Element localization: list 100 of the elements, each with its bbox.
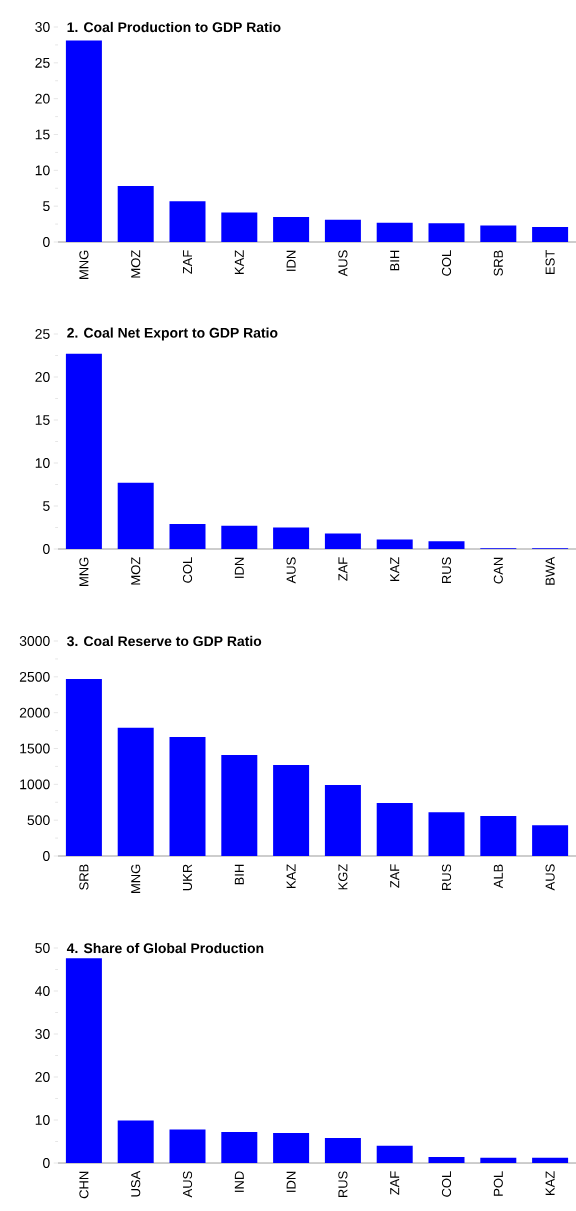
x-tick-label: KAZ	[390, 557, 400, 581]
x-tick-label: AUS	[545, 864, 555, 891]
bar	[324, 219, 361, 242]
x-tick-label: ALB	[493, 864, 503, 889]
x-tick-label: RUS	[338, 1171, 348, 1198]
bar	[428, 541, 465, 550]
bar	[428, 812, 465, 857]
y-tick-label: 3000	[19, 636, 50, 646]
bar	[376, 222, 413, 242]
x-tick-label: CAN	[493, 557, 503, 584]
bar	[273, 1132, 310, 1164]
bar	[376, 539, 413, 550]
bar	[117, 1120, 154, 1164]
bar	[532, 825, 569, 857]
x-tick-label: MOZ	[131, 250, 141, 278]
x-tick-label: MNG	[79, 557, 89, 586]
x-tick-label: AUS	[338, 250, 348, 277]
bar	[169, 201, 206, 242]
x-tick-label: IDN	[286, 1171, 296, 1192]
bar	[324, 533, 361, 550]
y-tick-label: 50	[35, 943, 50, 953]
y-tick-label: 2500	[19, 671, 50, 682]
x-tick-label: BIH	[390, 250, 400, 271]
x-tick-label: ZAF	[390, 1171, 400, 1195]
x-tick-label: BIH	[234, 864, 244, 885]
x-tick-label: BWA	[545, 556, 555, 585]
x-tick-label: MNG	[131, 864, 141, 893]
chart-title: 1. Coal Production to GDP Ratio	[67, 21, 281, 33]
x-tick-label: COL	[182, 557, 193, 583]
y-tick-label: 40	[35, 986, 50, 996]
x-tick-label: AUS	[182, 1171, 193, 1198]
x-tick-label: UKR	[182, 864, 193, 891]
x-tick-label: IDN	[234, 557, 244, 578]
x-tick-label: IND	[234, 1171, 244, 1192]
bar	[376, 1145, 413, 1164]
y-tick-label: 20	[35, 93, 50, 104]
bar	[324, 1138, 361, 1164]
x-tick-label: KAZ	[234, 250, 244, 274]
x-tick-label: ZAF	[390, 864, 400, 888]
bar	[273, 527, 310, 550]
y-tick-label: 30	[35, 22, 50, 32]
x-tick-label: MNG	[79, 250, 89, 279]
bar	[273, 216, 310, 242]
y-tick-label: 10	[35, 1115, 50, 1125]
x-tick-label: RUS	[441, 864, 452, 891]
x-tick-label: AUS	[286, 557, 296, 584]
x-tick-label: ZAF	[183, 250, 192, 274]
x-tick-label: EST	[545, 250, 555, 274]
y-tick-label: 15	[35, 415, 50, 425]
bar	[169, 524, 206, 550]
y-tick-label: 500	[27, 815, 50, 826]
x-tick-label: USA	[131, 1170, 141, 1197]
y-tick-label: 15	[35, 129, 50, 140]
bar	[65, 40, 102, 242]
bar	[65, 678, 102, 857]
bar	[532, 1157, 569, 1164]
bar	[221, 212, 258, 242]
chart-title: 3. Coal Reserve to GDP Ratio	[67, 635, 262, 647]
x-tick-label: CHN	[79, 1171, 89, 1199]
y-tick-label: 5	[43, 201, 50, 212]
bar	[221, 525, 258, 550]
y-tick-label: 0	[43, 851, 50, 861]
bar	[480, 1157, 517, 1164]
y-tick-label: 2000	[19, 707, 50, 718]
y-tick-label: 5	[43, 501, 50, 511]
y-tick-label: 1500	[20, 743, 50, 754]
bar	[324, 785, 361, 857]
chart-title: 4. Share of Global Production	[66, 942, 264, 954]
bar	[221, 754, 258, 857]
y-tick-label: 1000	[20, 779, 50, 790]
bar	[65, 353, 102, 550]
y-tick-label: 25	[35, 57, 50, 68]
x-tick-label: ZAF	[338, 557, 348, 581]
bar	[428, 1156, 465, 1164]
x-tick-label: COL	[441, 1171, 452, 1197]
y-tick-label: 20	[35, 1072, 50, 1082]
chart-title: 2. Coal Net Export to GDP Ratio	[67, 327, 278, 341]
bar	[532, 226, 569, 242]
y-tick-label: 10	[35, 458, 50, 468]
x-tick-label: MOZ	[131, 557, 141, 585]
x-tick-label: SRB	[493, 250, 503, 276]
bar	[480, 815, 517, 857]
x-tick-label: SRB	[79, 864, 89, 890]
x-tick-label: POL	[493, 1171, 503, 1196]
bar	[428, 223, 465, 242]
bar	[117, 482, 154, 550]
x-tick-label: IDN	[286, 250, 296, 271]
bar	[117, 186, 154, 242]
bar	[65, 958, 102, 1164]
bar	[221, 1132, 258, 1164]
bar	[169, 737, 206, 857]
x-tick-label: KAZ	[545, 1171, 555, 1195]
y-tick-label: 25	[35, 329, 50, 339]
y-tick-label: 20	[35, 372, 50, 382]
y-tick-label: 0	[43, 544, 50, 554]
x-tick-label: KAZ	[286, 864, 296, 888]
bar	[480, 225, 517, 242]
y-tick-label: 30	[35, 1029, 50, 1039]
bar	[117, 727, 154, 857]
x-tick-label: COL	[441, 250, 452, 276]
